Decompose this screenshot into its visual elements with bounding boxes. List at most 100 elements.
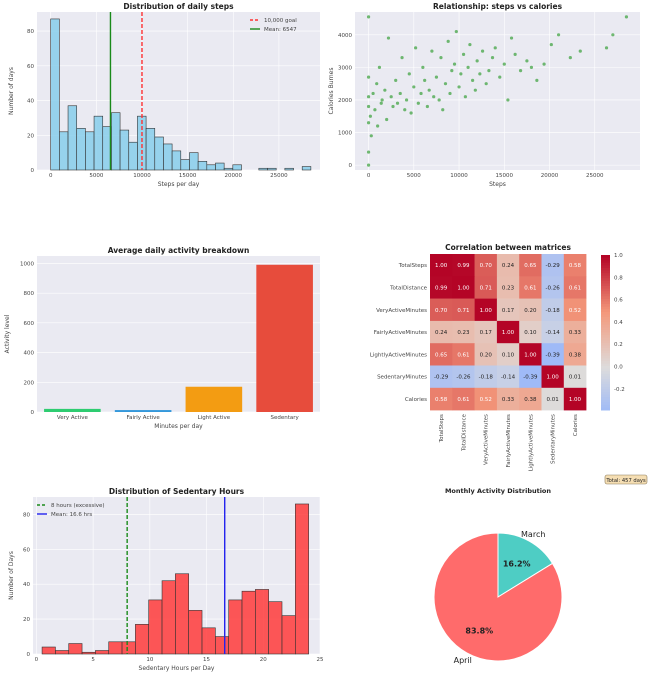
heatmap-cell: [430, 254, 453, 277]
x-tick-label: 0: [35, 657, 39, 663]
colorbar-segment: [601, 397, 610, 401]
y-axis-label: Number of Days: [8, 551, 15, 600]
histogram-bar: [284, 167, 294, 171]
chart-title: Distribution of Sedentary Hours: [109, 487, 245, 496]
scatter-point: [373, 108, 377, 112]
scatter-point: [404, 98, 409, 102]
histogram-bar: [154, 136, 164, 171]
scatter-point: [421, 65, 425, 69]
heatmap-value: 0.20: [480, 352, 493, 358]
y-tick-label: 1000: [20, 261, 34, 267]
colorbar-segment: [601, 319, 610, 323]
heatmap-cell: [496, 365, 520, 389]
heatmap-value: 0.58: [569, 263, 582, 269]
heatmap-cell: [474, 298, 498, 322]
heatmap-value: -0.26: [546, 285, 561, 291]
total-annotation-box: [604, 474, 648, 485]
histogram-bar: [223, 167, 234, 171]
x-tick-label: Sedentary: [270, 415, 299, 421]
histogram-bar: [81, 651, 96, 655]
scatter-point: [498, 75, 502, 79]
scatter-point: [525, 59, 529, 63]
heatmap-cell: [496, 254, 520, 277]
heatmap-value: 0.33: [502, 397, 515, 403]
heatmap-value: 1.00: [502, 330, 515, 336]
colorbar-segment: [601, 304, 610, 308]
scatter-point: [480, 49, 485, 53]
scatter-point: [380, 98, 384, 102]
heatmap-cell: [430, 298, 453, 322]
heatmap-value: 1.00: [480, 308, 493, 314]
plot-area: [355, 12, 640, 170]
heatmap-cell: [541, 320, 565, 344]
heatmap-cell: [496, 320, 520, 344]
row-label: FairlyActiveMinutes: [374, 330, 427, 336]
heatmap-cell: [519, 343, 542, 366]
scatter-point: [383, 88, 387, 92]
scatter-point: [439, 56, 443, 60]
activity-bar-chart-axes: 0 200 400 600 800 1000 Average daily activity …: [4, 246, 320, 430]
heatmap-value: 0.01: [569, 375, 581, 381]
scatter-point: [409, 111, 413, 115]
heatmap-cell: [519, 254, 542, 277]
heatmap-value: 0.23: [457, 330, 470, 336]
heatmap-value: 0.38: [524, 397, 537, 403]
heatmap-value: 0.61: [457, 397, 469, 403]
scatter-point: [407, 72, 411, 76]
colorbar-segment: [601, 345, 610, 349]
heatmap-cell: [474, 254, 498, 277]
histogram-bar: [241, 590, 256, 655]
scatter-point: [434, 75, 439, 79]
heatmap-value: 0.10: [502, 352, 515, 358]
colorbar-segment: [601, 404, 610, 408]
pie-slice-march: [497, 532, 554, 598]
histogram-bar: [189, 152, 199, 171]
scatter-point: [366, 104, 371, 109]
x-tick-label: 20000: [541, 173, 559, 179]
colorbar-segment: [601, 257, 610, 261]
histogram-bar: [121, 641, 136, 655]
histogram-bar: [128, 141, 138, 171]
colorbar-segment: [601, 286, 610, 290]
x-tick-label: 10: [146, 657, 153, 663]
colorbar-segment: [601, 399, 610, 403]
colorbar-tick-label: 0.0: [614, 365, 623, 371]
scatter-point: [542, 62, 546, 66]
pie-percent-label: 16.2%: [503, 559, 531, 568]
colorbar-segment: [601, 311, 610, 315]
y-tick-label: 0: [31, 410, 35, 416]
x-tick-label: 0: [49, 173, 53, 179]
scatter-point: [376, 124, 380, 128]
colorbar-segment: [601, 376, 610, 380]
heatmap-cell: [563, 276, 587, 299]
x-tick-label: 20: [260, 657, 267, 663]
heatmap-value: 0.23: [502, 285, 515, 291]
scatter-point: [377, 65, 382, 69]
y-tick-label: 80: [23, 512, 30, 518]
heatmap-cell: [541, 254, 565, 277]
colorbar-tick-label: 0.6: [614, 298, 623, 304]
scatter-point: [448, 91, 452, 96]
colorbar-segment: [601, 309, 610, 313]
heatmap-value: 0.61: [457, 352, 469, 358]
heatmap-cell: [541, 387, 565, 411]
colorbar-segment: [601, 381, 610, 385]
scatter-point: [493, 46, 497, 50]
histogram-bar: [108, 641, 123, 655]
scatter-point: [375, 82, 379, 86]
scatter-point: [509, 36, 514, 40]
histogram-bar: [95, 650, 110, 655]
row-label: VeryActiveMinutes: [376, 308, 427, 314]
x-axis-label: Steps: [489, 181, 506, 188]
scatter-point: [425, 104, 429, 109]
histogram-bar: [55, 650, 70, 655]
scatter-point: [468, 42, 472, 47]
heatmap-value: -0.18: [479, 375, 494, 381]
colorbar-segment: [601, 348, 610, 352]
x-tick-label: 15000: [496, 173, 514, 179]
scatter-point: [549, 42, 553, 47]
heatmap-cell: [541, 276, 565, 299]
heatmap-cell: [563, 387, 587, 411]
chart-title: Distribution of daily steps: [123, 2, 234, 11]
scatter-point: [391, 104, 395, 109]
